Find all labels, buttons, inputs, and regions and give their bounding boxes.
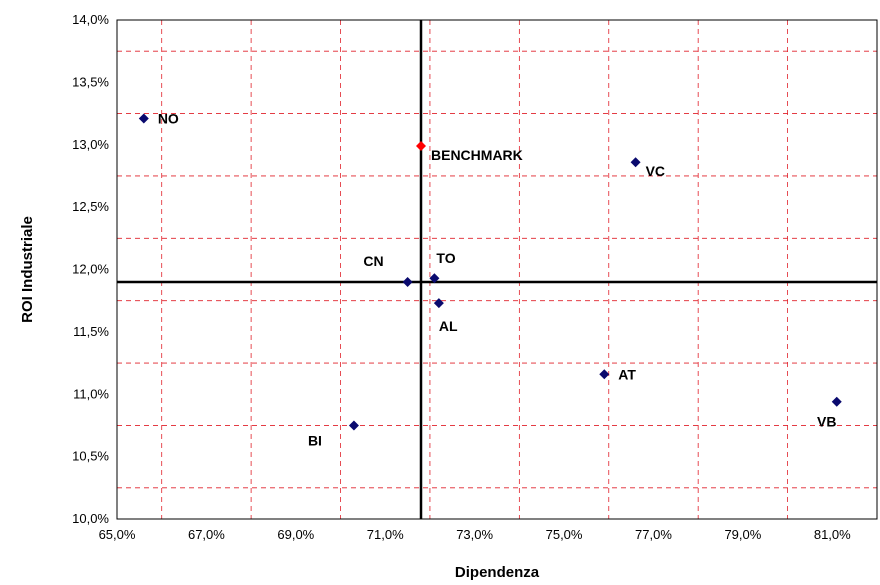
x-tick-label: 69,0% [277, 527, 314, 542]
x-tick-label: 81,0% [814, 527, 851, 542]
reference-lines [117, 20, 877, 519]
data-point-bi [348, 420, 359, 431]
x-tick-label: 65,0% [99, 527, 136, 542]
point-label-vc: VC [646, 163, 665, 179]
data-point-cn [402, 276, 413, 287]
point-label-benchmark: BENCHMARK [431, 147, 523, 163]
data-point-vc [630, 157, 641, 168]
grid-lines [117, 20, 877, 519]
x-tick-label: 79,0% [724, 527, 761, 542]
point-label-bi: BI [308, 432, 322, 448]
data-point-at [599, 369, 610, 380]
y-axis-title: ROI Industriale [19, 216, 36, 323]
y-tick-label: 10,0% [72, 511, 109, 526]
y-tick-label: 14,0% [72, 12, 109, 27]
y-tick-label: 11,5% [73, 324, 109, 339]
y-tick-labels: 10,0% 10,5% 11,0% 11,5% 12,0% 12,5% 13,0% 13,5%… [72, 12, 109, 526]
data-point-to [429, 273, 440, 284]
x-tick-label: 77,0% [635, 527, 672, 542]
y-tick-label: 12,5% [72, 199, 109, 214]
data-point-vb [831, 396, 842, 407]
x-tick-label: 67,0% [188, 527, 225, 542]
point-label-at: AT [618, 366, 636, 382]
point-labels: NO BENCHMARK VC CN TO AL AT BI VB [158, 111, 837, 449]
point-label-to: TO [436, 250, 455, 266]
y-tick-label: 12,0% [72, 262, 109, 277]
point-label-cn: CN [363, 253, 383, 269]
y-tick-label: 13,0% [72, 137, 109, 152]
y-tick-label: 11,0% [73, 386, 109, 401]
data-point-al [433, 298, 444, 309]
x-tick-label: 71,0% [367, 527, 404, 542]
plot-area-border [116, 19, 878, 520]
x-axis-title: Dipendenza [455, 564, 540, 581]
point-label-vb: VB [817, 414, 836, 430]
y-tick-label: 10,5% [72, 449, 109, 464]
point-label-al: AL [439, 318, 458, 334]
data-points [138, 113, 842, 431]
point-label-no: NO [158, 111, 179, 127]
y-tick-label: 13,5% [72, 74, 109, 89]
x-tick-label: 73,0% [456, 527, 493, 542]
x-tick-label: 75,0% [546, 527, 583, 542]
x-tick-labels: 65,0% 67,0% 69,0% 71,0% 73,0% 75,0% 77,0% 79,0%… [99, 527, 852, 542]
data-point-no [138, 113, 149, 124]
data-point-benchmark [416, 140, 426, 151]
